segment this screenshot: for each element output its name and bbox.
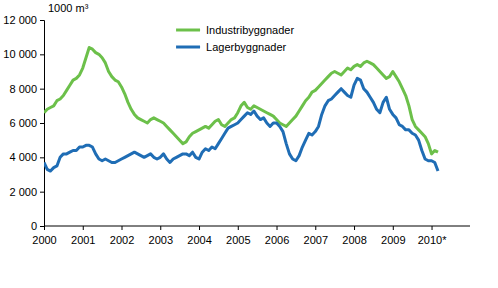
x-tick-mark: [238, 226, 239, 230]
legend-swatch: [176, 29, 200, 32]
x-tick-mark: [315, 226, 316, 230]
y-tick: 10 000: [3, 48, 44, 60]
x-tick-mark: [277, 226, 278, 230]
y-tick-label: 6 000: [9, 117, 37, 129]
x-tick: 2005: [226, 226, 250, 246]
x-tick: 2004: [187, 226, 211, 246]
x-tick: 2006: [265, 226, 289, 246]
y-tick-label: 8 000: [9, 83, 37, 95]
y-axis-title: 1000 m³: [48, 2, 89, 14]
x-tick: 2002: [110, 226, 134, 246]
x-tick: 2001: [71, 226, 95, 246]
legend-swatch: [176, 46, 200, 49]
x-tick-mark: [432, 226, 433, 230]
x-tick-mark: [354, 226, 355, 230]
x-tick-label: 2009: [381, 234, 405, 246]
x-tick-label: 2008: [342, 234, 366, 246]
x-tick: 2008: [342, 226, 366, 246]
chart: 02 0004 0006 0008 00010 00012 0002000200…: [0, 0, 498, 288]
y-tick-mark: [40, 54, 44, 55]
y-tick-mark: [40, 157, 44, 158]
x-tick-label: 2003: [149, 234, 173, 246]
x-tick-label: 2007: [304, 234, 328, 246]
y-tick: 8 000: [9, 83, 44, 95]
x-tick: 2010*: [418, 226, 447, 246]
series-line: [44, 47, 438, 153]
x-tick-mark: [393, 226, 394, 230]
y-tick: 4 000: [9, 151, 44, 163]
x-tick: 2009: [381, 226, 405, 246]
x-tick-mark: [122, 226, 123, 230]
x-tick: 2000: [32, 226, 56, 246]
legend-label: Industribyggnader: [206, 24, 294, 36]
y-tick-mark: [40, 226, 44, 227]
plot: 02 0004 0006 0008 00010 00012 0002000200…: [3, 14, 470, 246]
y-tick: 2 000: [9, 186, 44, 198]
x-axis: 2000 2001 2002 2003 2004 2005 2006 2007 2008 2009…: [32, 226, 470, 246]
y-tick: 12 000: [3, 14, 44, 26]
x-tick-mark: [160, 226, 161, 230]
series-line: [44, 78, 438, 171]
x-tick-label: 2005: [226, 234, 250, 246]
x-tick-label: 2010*: [418, 234, 447, 246]
x-tick-label: 2001: [71, 234, 95, 246]
y-tick-label: 10 000: [3, 48, 37, 60]
y-axis-line: [40, 21, 45, 227]
x-tick: 2007: [304, 226, 328, 246]
legend: Industribyggnader Lagerbyggnader: [176, 24, 294, 53]
x-tick-label: 2006: [265, 234, 289, 246]
legend-item: Lagerbyggnader: [176, 41, 286, 53]
x-tick-label: 2000: [32, 234, 56, 246]
y-tick-mark: [40, 123, 44, 124]
y-tick-label: 12 000: [3, 14, 37, 26]
x-axis-line: [44, 226, 470, 227]
x-tick-label: 2004: [187, 234, 211, 246]
y-tick-mark: [40, 20, 44, 21]
lines: [44, 47, 438, 171]
y-tick-label: 2 000: [9, 186, 37, 198]
legend-label: Lagerbyggnader: [206, 41, 286, 53]
y-tick: 6 000: [9, 117, 44, 129]
y-tick-label: 0: [31, 220, 37, 232]
x-tick-label: 2002: [110, 234, 134, 246]
y-axis: 0 2 000 4 000 6 000 8 000 10 000 12 000: [3, 14, 44, 232]
x-tick: 2003: [149, 226, 173, 246]
legend-item: Industribyggnader: [176, 24, 294, 36]
y-tick-label: 4 000: [9, 151, 37, 163]
x-tick-mark: [199, 226, 200, 230]
y-tick: 0: [31, 220, 44, 232]
x-tick-mark: [44, 226, 45, 230]
y-tick-mark: [40, 89, 44, 90]
x-tick-mark: [83, 226, 84, 230]
y-tick-mark: [40, 192, 44, 193]
